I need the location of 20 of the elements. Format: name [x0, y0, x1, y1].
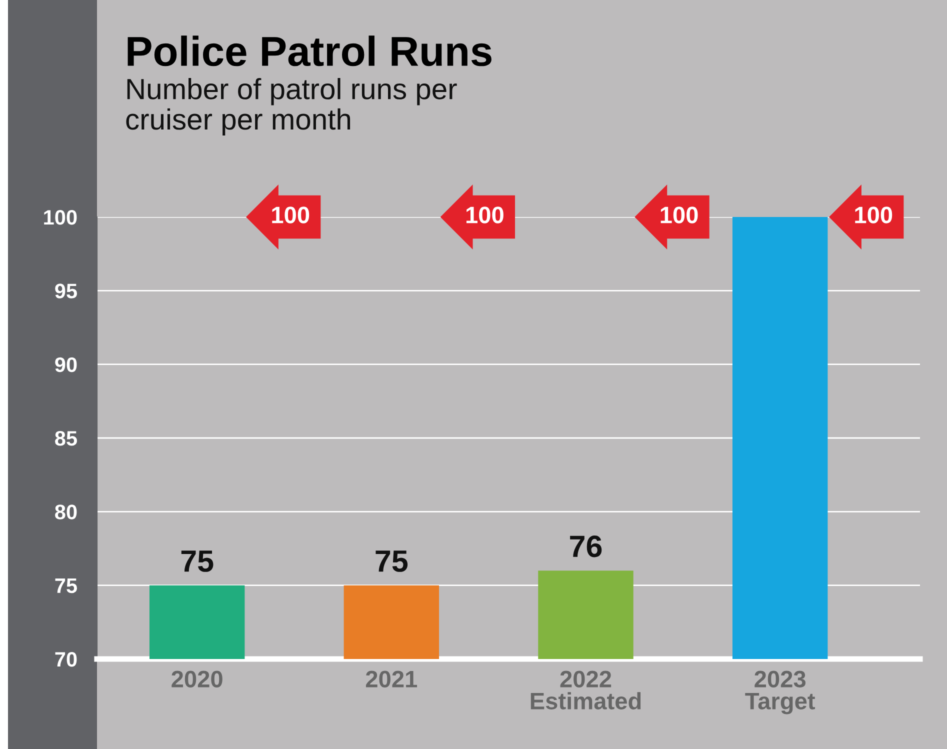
data-label: 75: [181, 550, 214, 572]
chart-title: Police Patrol Runs: [128, 36, 492, 66]
x-tick-label: 2023 Target: [745, 670, 816, 714]
y-tick-label: 75: [55, 578, 77, 594]
annotation: 100: [272, 206, 310, 224]
x-tick-label: 2022 Estimated: [530, 670, 641, 710]
y-tick-label: 100: [44, 210, 77, 225]
x-tick-label: 2020: [172, 670, 222, 688]
x-tick-label: 2021: [366, 670, 418, 688]
annotation: 100: [466, 206, 504, 224]
y-tick-label: 85: [55, 431, 77, 446]
chart-subtitle: Number of patrol runs per cruiser per month: [126, 78, 457, 136]
data-label: 75: [376, 550, 408, 572]
annotation: 100: [660, 206, 698, 224]
data-label: 76: [570, 536, 602, 558]
y-tick-label: 80: [55, 504, 77, 520]
y-tick-label: 70: [55, 652, 77, 667]
y-tick-label: 90: [55, 357, 77, 372]
annotation: 100: [855, 206, 892, 224]
y-tick-label: 95: [55, 284, 77, 298]
